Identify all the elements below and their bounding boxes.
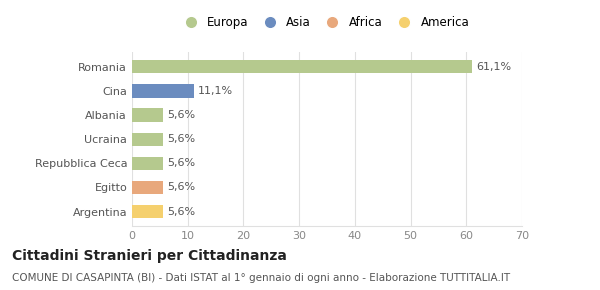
Text: Cittadini Stranieri per Cittadinanza: Cittadini Stranieri per Cittadinanza	[12, 249, 287, 263]
Text: 11,1%: 11,1%	[198, 86, 233, 96]
Text: 5,6%: 5,6%	[167, 134, 195, 144]
Bar	[132, 84, 194, 97]
Bar	[132, 133, 163, 146]
Text: 5,6%: 5,6%	[167, 158, 195, 168]
Bar	[132, 60, 472, 73]
Text: COMUNE DI CASAPINTA (BI) - Dati ISTAT al 1° gennaio di ogni anno - Elaborazione : COMUNE DI CASAPINTA (BI) - Dati ISTAT al…	[12, 273, 510, 282]
Bar	[132, 181, 163, 194]
Text: 5,6%: 5,6%	[167, 182, 195, 193]
Text: 61,1%: 61,1%	[476, 62, 511, 72]
Text: 5,6%: 5,6%	[167, 110, 195, 120]
Legend: Europa, Asia, Africa, America: Europa, Asia, Africa, America	[174, 12, 474, 34]
Bar	[132, 205, 163, 218]
Text: 5,6%: 5,6%	[167, 207, 195, 217]
Bar	[132, 157, 163, 170]
Bar	[132, 108, 163, 122]
